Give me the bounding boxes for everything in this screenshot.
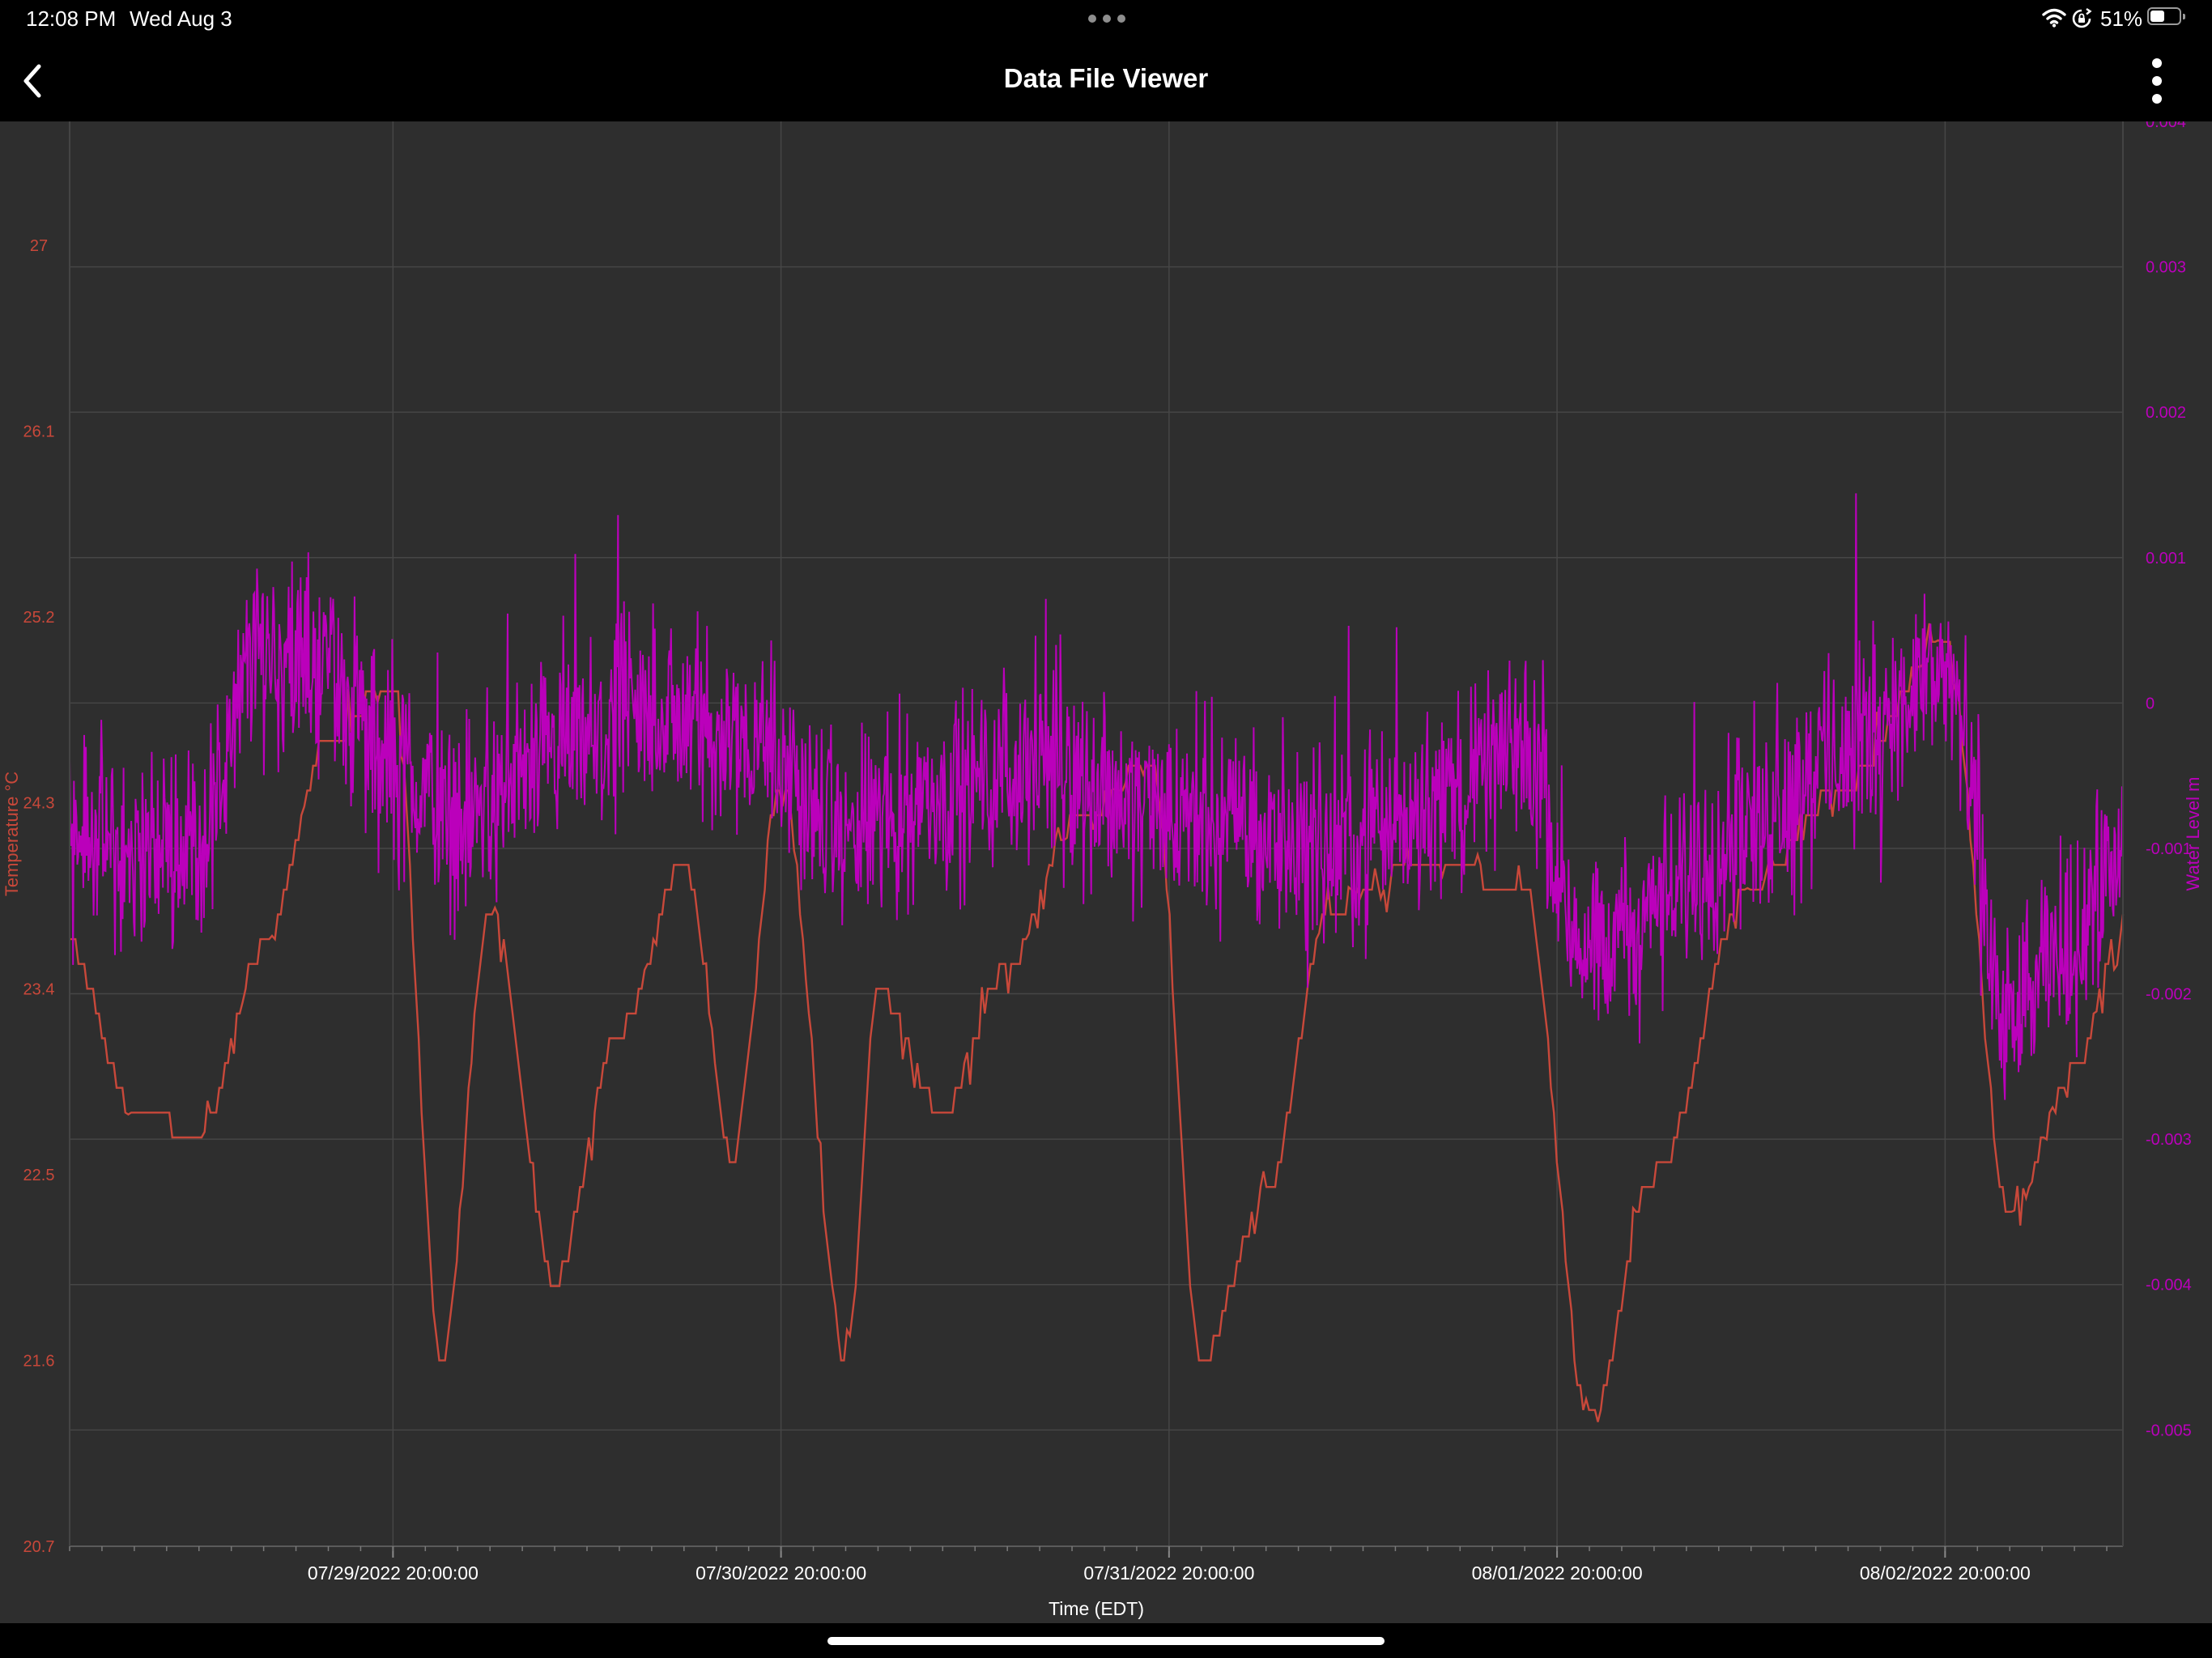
right-tick-label: -0.003: [2146, 1131, 2192, 1149]
chart-panel[interactable]: Time (EDT) Temperature °C Water Level m …: [0, 113, 2212, 1623]
right-tick-label: -0.005: [2146, 1422, 2192, 1439]
left-tick-label: 26.1: [23, 423, 55, 441]
right-tick-label: -0.002: [2146, 986, 2192, 1004]
right-axis-title: Water Level m: [2183, 776, 2203, 891]
series-line-water-level: [69, 493, 2124, 1100]
left-axis-title: Temperature °C: [2, 772, 22, 896]
chevron-left-icon[interactable]: [15, 57, 63, 105]
back-button[interactable]: [15, 57, 63, 105]
left-tick-label: 22.5: [23, 1167, 55, 1184]
status-bar: 12:08 PM Wed Aug 3 51%: [0, 0, 2212, 39]
right-tick-label: 0.001: [2146, 550, 2186, 568]
left-tick-label: 25.2: [23, 609, 55, 627]
multitasking-dots-icon[interactable]: [1088, 15, 1125, 23]
navigation-bar: Data File Viewer: [0, 39, 2212, 120]
x-tick-label: 07/29/2022 20:00:00: [308, 1562, 479, 1584]
series-layer: [69, 493, 2125, 1422]
orientation-lock-icon: [2072, 8, 2092, 28]
x-tick-label: 07/31/2022 20:00:00: [1083, 1562, 1254, 1584]
battery-percent: 51%: [2100, 6, 2143, 31]
right-tick-label: -0.004: [2146, 1277, 2192, 1295]
status-time: 12:08 PM: [26, 6, 117, 31]
axis-labels: Time (EDT) Temperature °C Water Level m …: [2, 113, 2203, 1619]
right-tick-label: 0.003: [2146, 259, 2186, 277]
x-tick-label: 08/01/2022 20:00:00: [1472, 1562, 1643, 1584]
axes: [69, 121, 2124, 1558]
left-tick-label: 20.7: [23, 1538, 55, 1556]
vertical-ellipsis-icon[interactable]: [2138, 55, 2176, 107]
left-tick-label: 23.4: [23, 980, 55, 998]
right-tick-label: 0.004: [2146, 121, 2186, 131]
x-axis-title: Time (EDT): [1049, 1598, 1144, 1619]
left-tick-label: 24.3: [23, 795, 55, 813]
wifi-icon: [2042, 8, 2066, 28]
battery-fill: [2150, 11, 2164, 22]
right-tick-label: -0.001: [2146, 840, 2192, 858]
x-tick-label: 08/02/2022 20:00:00: [1860, 1562, 2031, 1584]
left-tick-label: 21.6: [23, 1352, 55, 1370]
more-options-button[interactable]: [2138, 55, 2176, 107]
home-indicator[interactable]: [827, 1637, 1385, 1645]
status-date: Wed Aug 3: [130, 6, 232, 31]
x-tick-label: 07/30/2022 20:00:00: [696, 1562, 866, 1584]
battery-icon: [2147, 7, 2185, 25]
right-tick-label: 0: [2146, 695, 2155, 712]
page-title: Data File Viewer: [1003, 63, 1209, 93]
data-chart[interactable]: Time (EDT) Temperature °C Water Level m …: [0, 113, 2212, 1623]
right-tick-label: 0.002: [2146, 404, 2186, 422]
left-tick-label: 27: [30, 237, 48, 255]
